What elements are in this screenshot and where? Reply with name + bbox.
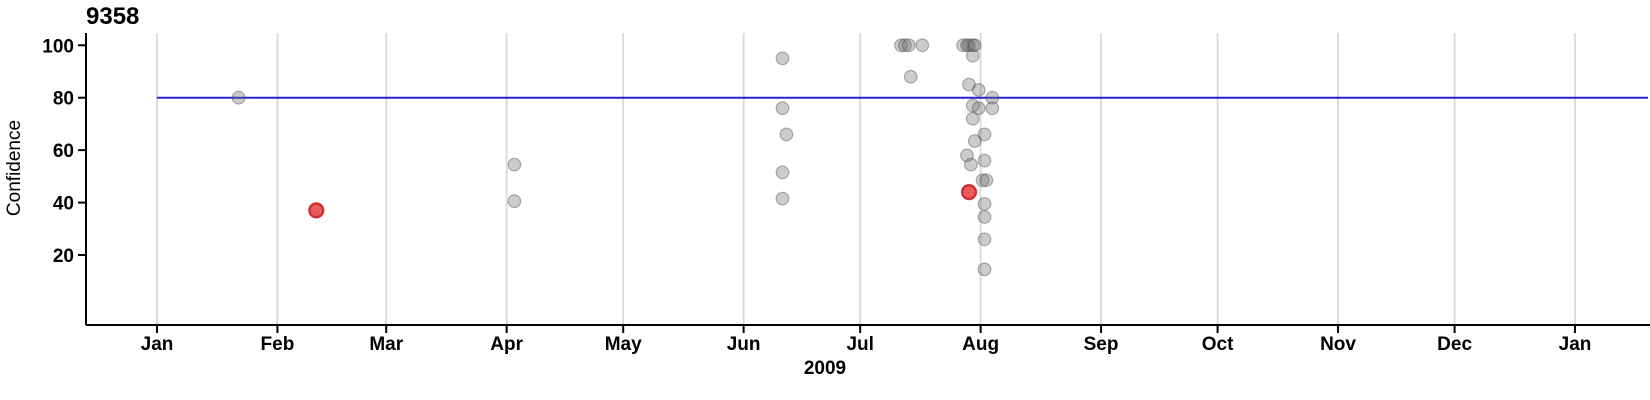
- data-point: [967, 38, 982, 53]
- data-point: [894, 38, 908, 53]
- axes-layer: [78, 33, 1650, 333]
- y-axis-title: Confidence: [4, 120, 25, 216]
- data-point: [965, 98, 980, 113]
- x-tick-label: Jun: [727, 334, 761, 355]
- data-point: [977, 232, 992, 247]
- x-tick-label: Jan: [1559, 334, 1592, 355]
- x-tick-label: Jan: [141, 334, 174, 355]
- data-point: [965, 48, 980, 63]
- tick-labels-layer: Jan Feb Mar Apr May Jun Jul Aug Sep Oct Nov Dec Jan 2…: [42, 36, 1591, 355]
- data-point: [956, 38, 970, 53]
- y-tick-label: 60: [53, 141, 74, 162]
- y-tick-label: 40: [53, 194, 74, 215]
- data-point: [915, 38, 930, 53]
- x-axis-title: 2009: [804, 358, 846, 379]
- data-point: [971, 101, 986, 116]
- data-point: [507, 157, 522, 172]
- x-tick-label: Jul: [846, 334, 873, 355]
- x-tick-label: Oct: [1202, 334, 1234, 355]
- data-point: [965, 111, 980, 126]
- data-point: [775, 101, 790, 116]
- data-point: [901, 38, 916, 53]
- data-point: [231, 90, 246, 105]
- chart-title: 9358: [86, 3, 139, 30]
- data-point: [975, 173, 990, 188]
- x-tick-label: Dec: [1437, 334, 1472, 355]
- highlighted-data-point: [308, 202, 325, 219]
- x-tick-label: Sep: [1084, 334, 1119, 355]
- data-point: [960, 148, 974, 163]
- x-tick-label: Nov: [1320, 334, 1356, 355]
- data-point: [898, 38, 912, 53]
- data-point: [977, 262, 992, 277]
- data-points-layer: [231, 38, 1000, 277]
- data-point: [977, 196, 992, 211]
- data-point: [985, 101, 1000, 116]
- data-point: [775, 165, 790, 180]
- x-tick-label: Aug: [962, 334, 999, 355]
- data-point: [971, 82, 986, 97]
- data-point: [985, 90, 1000, 105]
- data-point: [979, 173, 994, 188]
- y-tick-label: 20: [53, 246, 74, 267]
- data-point: [977, 153, 992, 168]
- data-point: [775, 191, 790, 206]
- data-point: [779, 127, 794, 142]
- x-tick-label: Apr: [490, 334, 523, 355]
- x-tick-label: Mar: [369, 334, 403, 355]
- data-point: [964, 157, 978, 172]
- data-point: [977, 210, 992, 224]
- data-point: [967, 134, 982, 148]
- gridlines: [156, 33, 1576, 325]
- data-point: [775, 51, 790, 66]
- data-point: [507, 194, 522, 209]
- data-point: [962, 77, 976, 92]
- x-tick-label: Feb: [261, 334, 295, 355]
- data-point: [965, 38, 980, 53]
- data-point: [903, 69, 918, 84]
- y-tick-label: 100: [42, 36, 74, 57]
- data-point: [977, 127, 992, 142]
- x-tick-label: May: [605, 334, 642, 355]
- y-tick-label: 80: [53, 89, 74, 110]
- data-point: [962, 38, 976, 53]
- highlighted-data-point: [960, 184, 978, 201]
- data-point: [960, 38, 974, 53]
